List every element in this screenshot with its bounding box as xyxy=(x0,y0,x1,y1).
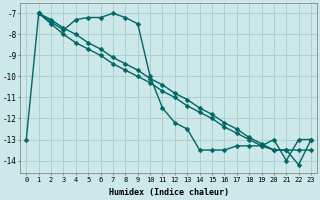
X-axis label: Humidex (Indice chaleur): Humidex (Indice chaleur) xyxy=(109,188,229,197)
